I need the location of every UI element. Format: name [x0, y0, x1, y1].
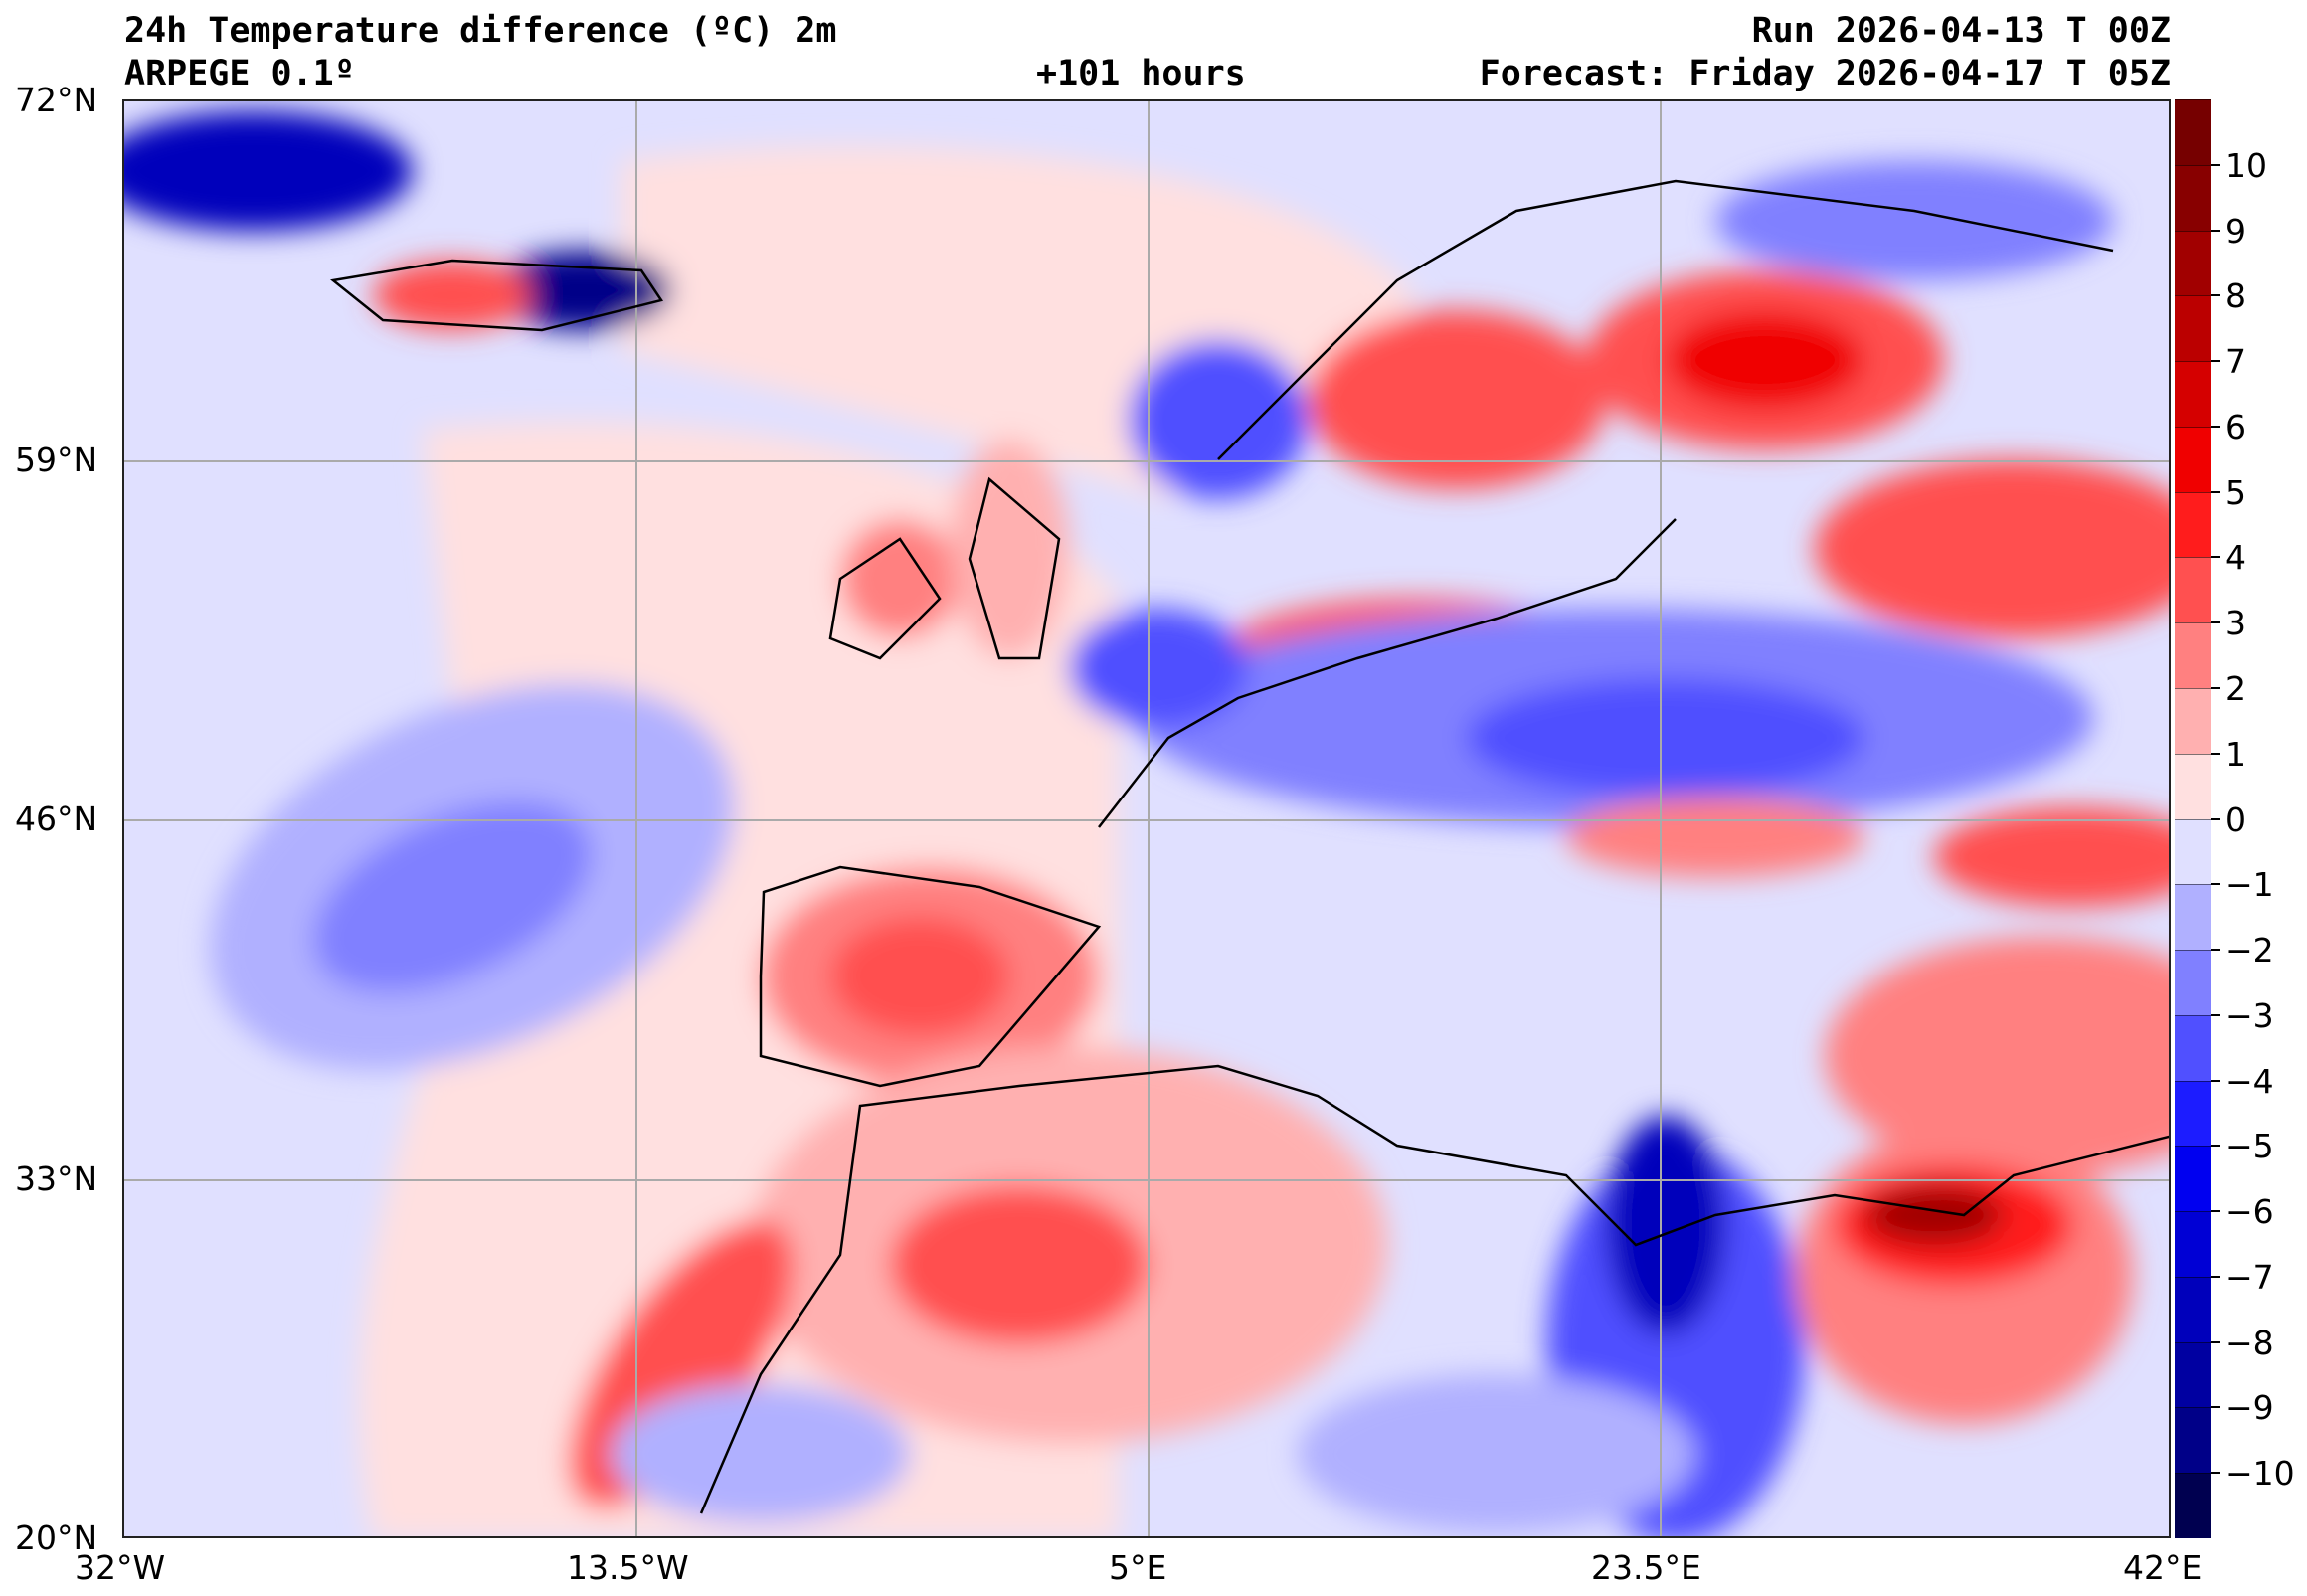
run-label: Run 2026-04-13 T 00Z — [1751, 11, 2171, 51]
greenland-cold — [124, 111, 413, 231]
colorbar-tick — [2211, 1275, 2220, 1278]
colorbar-bin — [2175, 426, 2211, 493]
colorbar-bin — [2175, 1473, 2211, 1539]
colorbar-tick — [2211, 229, 2220, 232]
colorbar — [2175, 99, 2211, 1539]
colorbar-tick-label: −3 — [2225, 995, 2274, 1035]
colorbar-tick-label: 9 — [2225, 211, 2246, 251]
colorbar-tick — [2211, 1013, 2220, 1016]
colorbar-bin — [2175, 884, 2211, 951]
colorbar-tick — [2211, 883, 2220, 886]
sweden-warm — [1308, 310, 1606, 489]
norway-cold — [1129, 340, 1308, 499]
colorbar-tick — [2211, 621, 2220, 624]
lat-label-46: 46°N — [15, 799, 98, 838]
colorbar-tick-label: −2 — [2225, 931, 2274, 971]
lon-label-32w: 32°W — [75, 1548, 166, 1587]
colorbar-tick-label: −1 — [2225, 865, 2274, 905]
colorbar-tick — [2211, 1079, 2220, 1082]
colorbar-tick — [2211, 556, 2220, 559]
colorbar-bin — [2175, 687, 2211, 755]
colorbar-tick — [2211, 360, 2220, 363]
model-label: ARPEGE 0.1º — [124, 54, 355, 93]
colorbar-tick — [2211, 425, 2220, 428]
graticule — [124, 101, 2169, 1536]
colorbar-tick-label: −7 — [2225, 1257, 2274, 1297]
lat-label-59: 59°N — [15, 441, 98, 479]
colorbar-tick — [2211, 686, 2220, 689]
colorbar-tick — [2211, 1406, 2220, 1409]
lon-label-42e: 42°E — [2123, 1548, 2203, 1587]
map-field — [124, 101, 2169, 1536]
colorbar-tick-label: 7 — [2225, 342, 2246, 382]
colorbar-tick-label: 2 — [2225, 668, 2246, 708]
colorbar-bin — [2175, 1341, 2211, 1408]
colorbar-bin — [2175, 818, 2211, 885]
colorbar-bin — [2175, 164, 2211, 232]
colorbar-tick — [2211, 1472, 2220, 1475]
colorbar-tick — [2211, 163, 2220, 166]
colorbar-tick-label: 6 — [2225, 407, 2246, 446]
colorbar-tick-label: 0 — [2225, 799, 2246, 839]
colorbar-bin — [2175, 1080, 2211, 1147]
coastlines — [330, 179, 2169, 1514]
colorbar-bin — [2175, 1407, 2211, 1474]
lead-time: +101 hours — [1036, 54, 1246, 93]
colorbar-bin — [2175, 491, 2211, 558]
colorbar-tick — [2211, 817, 2220, 820]
colorbar-tick-label: −6 — [2225, 1192, 2274, 1232]
lon-label-13-5w: 13.5°W — [567, 1548, 689, 1587]
colorbar-tick-label: −9 — [2225, 1388, 2274, 1428]
colorbar-tick-label: −5 — [2225, 1127, 2274, 1166]
colorbar-bin — [2175, 557, 2211, 623]
colorbar-bin — [2175, 753, 2211, 819]
colorbar-tick — [2211, 752, 2220, 755]
colorbar-bin — [2175, 950, 2211, 1016]
colorbar-tick — [2211, 1210, 2220, 1213]
colorbar-tick-label: 3 — [2225, 604, 2246, 643]
colorbar-tick — [2211, 949, 2220, 952]
colorbar-tick — [2211, 490, 2220, 493]
lat-label-33: 33°N — [15, 1159, 98, 1198]
lon-label-5e: 5°E — [1109, 1548, 1167, 1587]
colorbar-tick-label: −4 — [2225, 1061, 2274, 1101]
chart-title: 24h Temperature difference (ºC) 2m — [124, 11, 837, 51]
colorbar-tick — [2211, 1340, 2220, 1343]
colorbar-tick-label: −8 — [2225, 1323, 2274, 1362]
forecast-label: Forecast: Friday 2026-04-17 T 05Z — [1479, 54, 2171, 93]
colorbar-bin — [2175, 1276, 2211, 1343]
lat-label-20: 20°N — [15, 1518, 98, 1557]
colorbar-bin — [2175, 1014, 2211, 1082]
colorbar-bin — [2175, 99, 2211, 166]
colorbar-tick — [2211, 294, 2220, 297]
colorbar-bin — [2175, 295, 2211, 362]
colorbar-bin — [2175, 361, 2211, 428]
lon-label-23-5e: 23.5°E — [1591, 1548, 1701, 1587]
colorbar-tick — [2211, 1145, 2220, 1148]
colorbar-tick-label: 5 — [2225, 472, 2246, 512]
colorbar-bin — [2175, 230, 2211, 296]
turkey-warm — [1825, 937, 2169, 1175]
russia-warm — [1815, 459, 2169, 638]
temperature-map — [122, 99, 2171, 1538]
lat-label-72: 72°N — [15, 81, 98, 119]
colorbar-tick-label: 10 — [2225, 145, 2267, 185]
colorbar-tick-label: 8 — [2225, 276, 2246, 316]
colorbar-bin — [2175, 1211, 2211, 1278]
colorbar-tick-label: −10 — [2225, 1454, 2295, 1494]
colorbar-bin — [2175, 622, 2211, 689]
colorbar-tick-label: 4 — [2225, 538, 2246, 578]
colorbar-tick-label: 1 — [2225, 734, 2246, 774]
colorbar-bin — [2175, 1146, 2211, 1212]
